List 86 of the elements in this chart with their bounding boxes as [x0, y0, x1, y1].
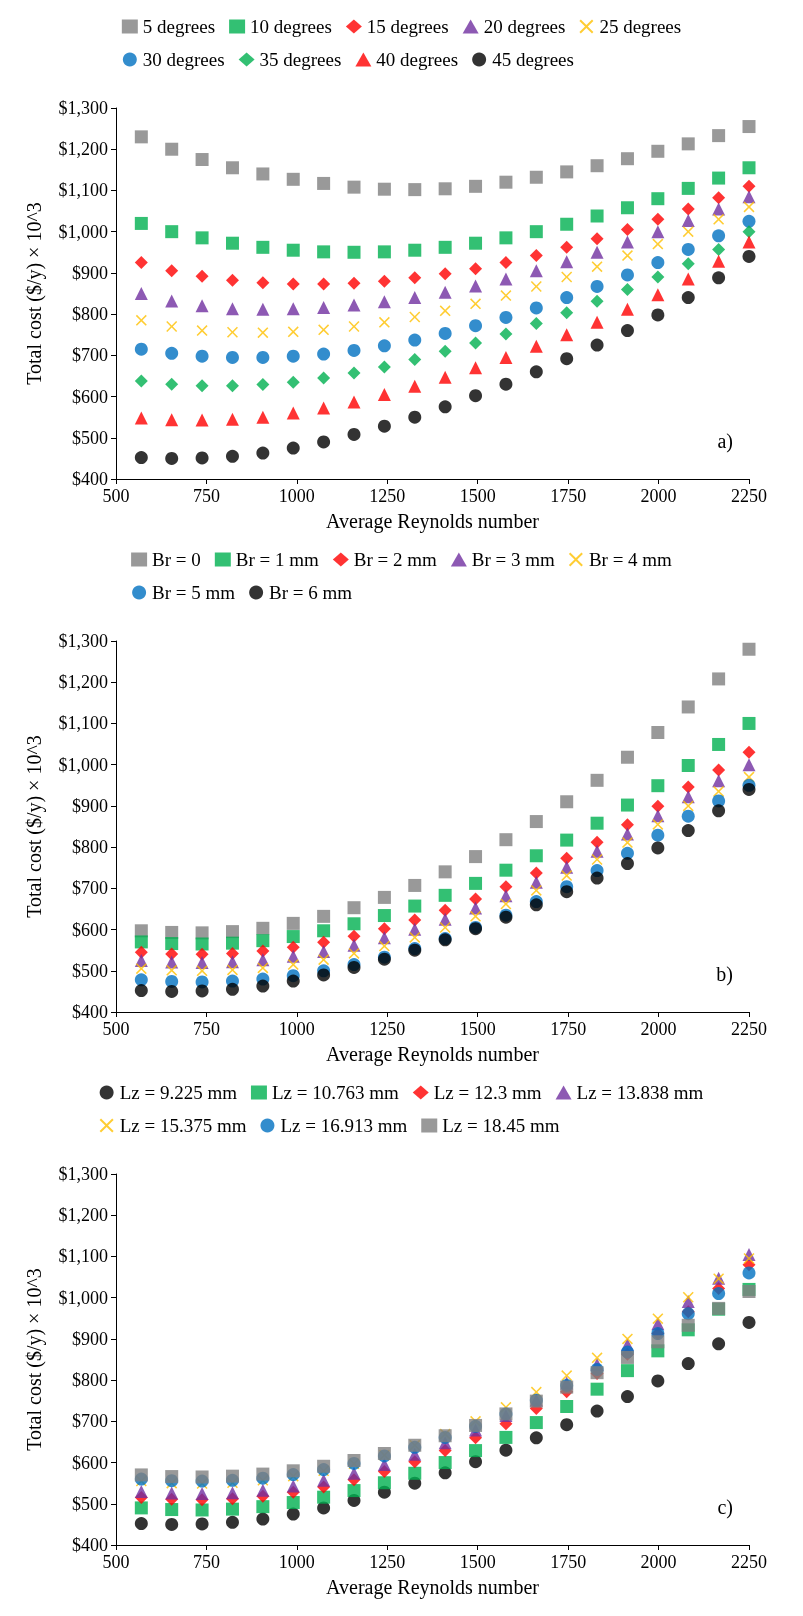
- y-tick-label: $900: [72, 795, 108, 816]
- x-tick-label: 1250: [369, 486, 406, 506]
- y-tick-label: $500: [72, 1493, 108, 1514]
- legend-label: Br = 1 mm: [235, 549, 320, 570]
- y-tick-label: $1,000: [58, 1287, 108, 1308]
- legend-label: 45 degrees: [492, 49, 574, 70]
- y-tick-label: $1,300: [58, 1164, 108, 1184]
- legend-label: Lz = 9.225 mm: [119, 1082, 238, 1103]
- legend-label: Lz = 16.913 mm: [280, 1115, 408, 1136]
- y-tick-label: $400: [72, 469, 108, 489]
- x-tick-label: 750: [192, 1552, 220, 1572]
- annotation: c): [717, 1496, 734, 1519]
- x-tick-label: 1500: [459, 1552, 496, 1572]
- y-tick-label: $500: [72, 960, 108, 981]
- y-tick-label: $1,300: [58, 98, 108, 118]
- x-tick-label: 1750: [550, 486, 587, 506]
- y-tick-label: $1,000: [58, 221, 108, 242]
- y-tick-label: $800: [72, 304, 108, 325]
- legend-label: 25 degrees: [599, 16, 682, 37]
- x-tick-label: 2000: [640, 486, 677, 506]
- y-tick-label: $700: [72, 345, 108, 366]
- y-tick-label: $1,200: [58, 672, 108, 693]
- legend-label: Br = 4 mm: [588, 549, 673, 570]
- x-axis-title: Average Reynolds number: [326, 1043, 540, 1066]
- x-tick-label: 750: [192, 486, 220, 506]
- legend-label: Lz = 13.838 mm: [576, 1082, 704, 1103]
- y-tick-label: $1,100: [58, 1246, 108, 1267]
- annotation: b): [716, 963, 734, 986]
- x-axis-title: Average Reynolds number: [326, 1576, 540, 1599]
- x-tick-label: 1250: [369, 1552, 406, 1572]
- y-tick-label: $1,000: [58, 754, 108, 775]
- x-tick-label: 1000: [278, 1019, 315, 1039]
- y-tick-label: $700: [72, 878, 108, 899]
- y-tick-label: $900: [72, 262, 108, 283]
- y-tick-label: $600: [72, 386, 108, 407]
- y-tick-label: $1,300: [58, 631, 108, 651]
- x-tick-label: 500: [102, 1552, 130, 1572]
- y-tick-label: $1,200: [58, 1205, 108, 1226]
- x-tick-label: 2250: [731, 1552, 767, 1572]
- y-axis-title: Total cost ($/y) × 10^3: [23, 202, 46, 385]
- y-tick-label: $1,100: [58, 713, 108, 734]
- legend-label: 15 degrees: [366, 16, 449, 37]
- x-tick-label: 2250: [731, 1019, 767, 1039]
- legend-label: Br = 2 mm: [353, 549, 438, 570]
- x-tick-label: 2000: [640, 1552, 677, 1572]
- y-tick-label: $400: [72, 1535, 108, 1555]
- y-axis-title: Total cost ($/y) × 10^3: [23, 1268, 46, 1451]
- x-tick-label: 1750: [550, 1019, 587, 1039]
- legend-label: 10 degrees: [250, 16, 332, 37]
- legend-label: Br = 5 mm: [152, 582, 236, 603]
- legend-label: 5 degrees: [142, 16, 216, 37]
- x-tick-label: 1250: [369, 1019, 406, 1039]
- y-tick-label: $900: [72, 1328, 108, 1349]
- y-tick-label: $800: [72, 1370, 108, 1391]
- x-tick-label: 500: [102, 486, 130, 506]
- legend-label: 40 degrees: [376, 49, 459, 70]
- y-tick-label: $800: [72, 837, 108, 858]
- y-axis-title: Total cost ($/y) × 10^3: [23, 735, 46, 918]
- y-tick-label: $600: [72, 1452, 108, 1473]
- y-tick-label: $1,200: [58, 139, 108, 160]
- x-tick-label: 2250: [731, 486, 767, 506]
- annotation: a): [717, 430, 734, 453]
- x-tick-label: 1500: [459, 486, 496, 506]
- legend-label: Lz = 18.45 mm: [442, 1115, 560, 1136]
- x-tick-label: 1000: [278, 486, 315, 506]
- x-tick-label: 2000: [640, 1019, 677, 1039]
- legend-label: Lz = 10.763 mm: [271, 1082, 399, 1103]
- legend-label: 30 degrees: [142, 49, 225, 70]
- y-tick-label: $400: [72, 1002, 108, 1022]
- x-tick-label: 500: [102, 1019, 130, 1039]
- x-tick-label: 1000: [278, 1552, 315, 1572]
- y-tick-label: $1,100: [58, 180, 108, 201]
- y-tick-label: $700: [72, 1411, 108, 1432]
- y-tick-label: $500: [72, 427, 108, 448]
- legend-label: Lz = 15.375 mm: [119, 1115, 247, 1136]
- legend-label: Br = 0: [152, 549, 201, 570]
- legend-label: Lz = 12.3 mm: [433, 1082, 542, 1103]
- x-tick-label: 1500: [459, 1019, 496, 1039]
- x-axis-title: Average Reynolds number: [326, 510, 540, 533]
- x-tick-label: 1750: [550, 1552, 587, 1572]
- legend-label: 35 degrees: [259, 49, 342, 70]
- legend-label: 20 degrees: [483, 16, 566, 37]
- y-tick-label: $600: [72, 919, 108, 940]
- legend-label: Br = 6 mm: [269, 582, 353, 603]
- legend-label: Br = 3 mm: [471, 549, 556, 570]
- x-tick-label: 750: [192, 1019, 220, 1039]
